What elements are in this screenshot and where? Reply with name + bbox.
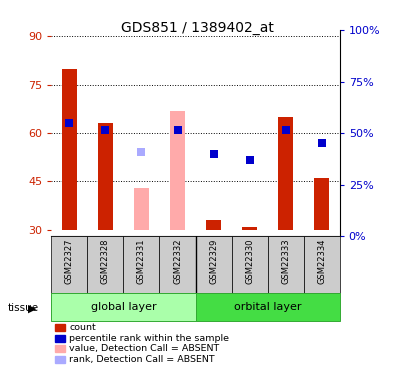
Bar [231,236,267,292]
Text: GSM22332: GSM22332 [173,239,182,284]
Bar [196,236,231,292]
Text: GSM22334: GSM22334 [317,239,326,284]
Text: GSM22333: GSM22333 [281,239,290,284]
Bar [196,292,340,321]
Text: rank, Detection Call = ABSENT: rank, Detection Call = ABSENT [69,355,215,364]
Text: global layer: global layer [90,302,156,312]
Bar [243,226,257,230]
Bar [267,236,304,292]
Text: GSM22330: GSM22330 [245,239,254,284]
Text: GSM22329: GSM22329 [209,239,218,284]
Text: GSM22328: GSM22328 [101,239,110,284]
Bar [98,123,113,230]
Text: count: count [69,323,96,332]
Bar [51,236,87,292]
Bar [160,236,196,292]
Bar [170,111,185,230]
Point [246,157,253,163]
Bar [314,178,329,230]
Text: GDS851 / 1389402_at: GDS851 / 1389402_at [121,21,274,34]
Point [102,127,109,133]
Bar [51,292,196,321]
Bar [62,69,77,230]
Bar [123,236,160,292]
Point [211,151,217,157]
Text: GSM22331: GSM22331 [137,239,146,284]
Bar [87,236,123,292]
Bar [134,188,149,230]
Text: percentile rank within the sample: percentile rank within the sample [69,334,229,343]
Bar [304,236,340,292]
Point [66,120,73,126]
Text: tissue: tissue [8,303,39,313]
Point [138,150,145,156]
Point [282,127,289,133]
Text: orbital layer: orbital layer [234,302,301,312]
Bar [278,117,293,230]
Point [174,127,181,133]
Point [318,140,325,146]
Text: GSM22327: GSM22327 [65,239,74,284]
Text: value, Detection Call = ABSENT: value, Detection Call = ABSENT [69,344,219,353]
Text: ▶: ▶ [28,303,37,313]
Bar [206,220,221,230]
